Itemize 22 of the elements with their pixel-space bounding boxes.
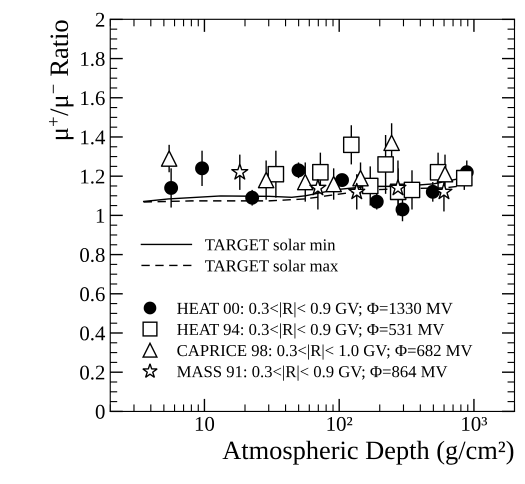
y-tick-label: 1 (96, 208, 104, 223)
legend-label: MASS 91: 0.3<|R|< 0.9 GV; Φ=864 MV (177, 366, 448, 381)
y-tick-label: 0.4 (80, 326, 106, 341)
x-tick-label: 10² (327, 416, 352, 431)
y-tick-label: 1.6 (81, 91, 105, 106)
legend-label: CAPRICE 98: 0.3<|R|< 1.0 GV; Φ=682 MV (177, 344, 472, 360)
legend-label: TARGET solar min (205, 238, 336, 250)
y-tick-label: 0.2 (80, 366, 104, 380)
y-tick-label: 1.8 (81, 52, 105, 66)
y-tick-label: 2 (96, 12, 104, 27)
y-axis-title: μ$^{+}$/μ$^{−}$ Ratio (48, 20, 74, 140)
x-axis-title: Atmospheric Depth (g/cm²) (222, 440, 514, 465)
x-tick-label: 10 (196, 416, 214, 431)
y-tick-label: 0 (96, 404, 105, 419)
y-tick-label: 0.8 (80, 248, 105, 262)
legend-label: HEAT 94: 0.3<|R|< 0.9 GV; Φ=531 MV (177, 323, 444, 339)
y-tick-label: 0.6 (80, 287, 105, 302)
x-tick-label: 10³ (462, 416, 488, 431)
legend-label: HEAT 00: 0.3<|R|< 0.9 GV; Φ=1330 MV (177, 302, 453, 318)
y-tick-label: 1.4 (81, 130, 106, 144)
y-tick-label: 1.2 (81, 170, 104, 184)
legend-label: TARGET solar max (205, 260, 338, 272)
